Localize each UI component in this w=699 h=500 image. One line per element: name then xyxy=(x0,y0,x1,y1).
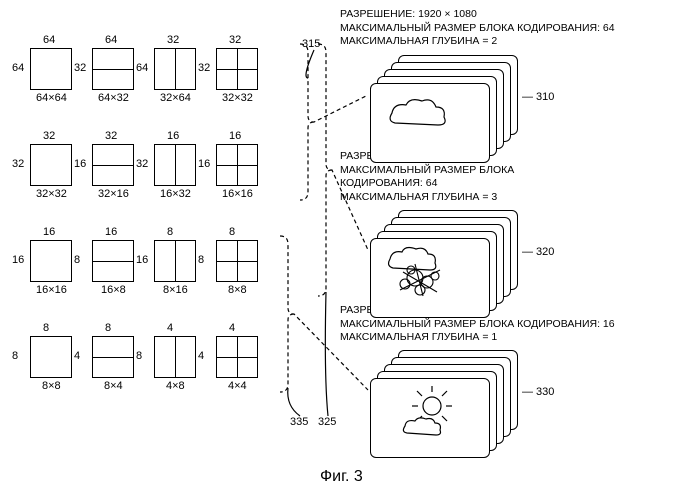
partition-box xyxy=(154,336,196,378)
partition-box xyxy=(30,240,72,282)
block-left-label: 16 xyxy=(136,254,148,266)
block-top-label: 8 xyxy=(167,226,173,238)
partition-block: 163216×32 xyxy=(154,144,196,186)
block-top-label: 8 xyxy=(229,226,235,238)
partition-block: 323232×32 xyxy=(30,144,72,186)
partition-block: 8168×16 xyxy=(154,240,196,282)
partition-box xyxy=(92,240,134,282)
block-top-label: 16 xyxy=(105,226,117,238)
reference-label: 325 xyxy=(318,416,336,428)
block-left-label: 4 xyxy=(74,350,80,362)
frame-stack xyxy=(370,55,518,163)
block-bottom-label: 16×8 xyxy=(101,284,126,296)
block-top-label: 64 xyxy=(43,34,55,46)
reference-label: — 320 xyxy=(522,246,554,258)
block-top-label: 32 xyxy=(43,130,55,142)
block-bottom-label: 8×4 xyxy=(104,380,123,392)
block-bottom-label: 32×32 xyxy=(36,188,67,200)
block-left-label: 16 xyxy=(74,158,86,170)
block-bottom-label: 32×32 xyxy=(222,92,253,104)
partition-box xyxy=(154,144,196,186)
reference-label: — 330 xyxy=(522,386,554,398)
video-frame xyxy=(370,378,490,458)
partition-box xyxy=(30,144,72,186)
block-top-label: 4 xyxy=(167,322,173,334)
figure-caption: Фиг. 3 xyxy=(320,468,363,486)
video-frame xyxy=(370,83,490,163)
block-bottom-label: 4×8 xyxy=(166,380,185,392)
block-left-label: 16 xyxy=(12,254,24,266)
block-bottom-label: 8×8 xyxy=(42,380,61,392)
reference-label: — 310 xyxy=(522,91,554,103)
parameters-text: РАЗРЕШЕНИЕ: 1920 × 1080МАКСИМАЛЬНЫЙ РАЗМ… xyxy=(340,8,615,49)
block-top-label: 32 xyxy=(229,34,241,46)
partition-box xyxy=(30,336,72,378)
partition-box xyxy=(92,336,134,378)
partition-box xyxy=(216,48,258,90)
video-frame xyxy=(370,238,490,318)
partition-block: 444×4 xyxy=(216,336,258,378)
reference-label: 335 xyxy=(290,416,308,428)
block-bottom-label: 16×16 xyxy=(222,188,253,200)
partition-block: 643264×32 xyxy=(92,48,134,90)
partition-box xyxy=(216,336,258,378)
frame-stack xyxy=(370,350,518,458)
block-left-label: 32 xyxy=(12,158,24,170)
partition-block: 16816×8 xyxy=(92,240,134,282)
block-bottom-label: 64×64 xyxy=(36,92,67,104)
partition-block: 848×4 xyxy=(92,336,134,378)
partition-box xyxy=(154,240,196,282)
partition-block: 888×8 xyxy=(216,240,258,282)
block-left-label: 32 xyxy=(74,62,86,74)
block-left-label: 64 xyxy=(136,62,148,74)
partition-box xyxy=(216,240,258,282)
partition-block: 161616×16 xyxy=(216,144,258,186)
partition-box xyxy=(92,144,134,186)
block-bottom-label: 64×32 xyxy=(98,92,129,104)
block-bottom-label: 8×16 xyxy=(163,284,188,296)
block-left-label: 64 xyxy=(12,62,24,74)
block-top-label: 16 xyxy=(229,130,241,142)
block-top-label: 8 xyxy=(43,322,49,334)
partition-block: 321632×16 xyxy=(92,144,134,186)
partition-box xyxy=(216,144,258,186)
block-left-label: 8 xyxy=(198,254,204,266)
partition-block: 161616×16 xyxy=(30,240,72,282)
block-top-label: 16 xyxy=(167,130,179,142)
block-bottom-label: 32×16 xyxy=(98,188,129,200)
partition-block: 888×8 xyxy=(30,336,72,378)
reference-label: 315 xyxy=(302,38,320,50)
block-top-label: 4 xyxy=(229,322,235,334)
block-left-label: 16 xyxy=(198,158,210,170)
block-top-label: 32 xyxy=(105,130,117,142)
block-bottom-label: 4×4 xyxy=(228,380,247,392)
block-left-label: 8 xyxy=(136,350,142,362)
block-top-label: 32 xyxy=(167,34,179,46)
partition-box xyxy=(92,48,134,90)
partition-block: 646464×64 xyxy=(30,48,72,90)
partition-box xyxy=(30,48,72,90)
block-top-label: 64 xyxy=(105,34,117,46)
block-bottom-label: 8×8 xyxy=(228,284,247,296)
block-left-label: 8 xyxy=(12,350,18,362)
block-left-label: 4 xyxy=(198,350,204,362)
partition-block: 326432×64 xyxy=(154,48,196,90)
block-left-label: 32 xyxy=(136,158,148,170)
partition-box xyxy=(154,48,196,90)
block-bottom-label: 16×16 xyxy=(36,284,67,296)
block-bottom-label: 16×32 xyxy=(160,188,191,200)
partition-block: 323232×32 xyxy=(216,48,258,90)
block-left-label: 8 xyxy=(74,254,80,266)
block-bottom-label: 32×64 xyxy=(160,92,191,104)
block-top-label: 16 xyxy=(43,226,55,238)
frame-stack xyxy=(370,210,518,318)
block-left-label: 32 xyxy=(198,62,210,74)
partition-block: 484×8 xyxy=(154,336,196,378)
block-top-label: 8 xyxy=(105,322,111,334)
